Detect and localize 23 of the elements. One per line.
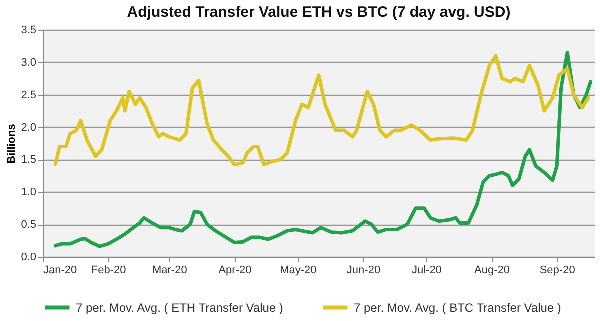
y-tick-label: 0.5: [21, 219, 36, 232]
x-tick-label: Apr-20: [218, 264, 252, 276]
y-axis-title: Billions: [6, 124, 18, 164]
x-tick-label: Aug-20: [474, 264, 510, 276]
x-tick-label: Feb-20: [91, 264, 126, 276]
x-tick-label: Jan-20: [44, 264, 78, 276]
legend-label: 7 per. Mov. Avg. ( BTC Transfer Value ): [354, 300, 562, 315]
line-series: [54, 50, 593, 248]
x-tick-label: Jun-20: [346, 264, 381, 276]
legend-label: 7 per. Mov. Avg. ( ETH Transfer Value ): [76, 300, 284, 315]
x-tick-label: Jul-20: [412, 264, 442, 276]
x-tick-label: Sep-20: [540, 264, 576, 276]
y-tick-label: 3.0: [21, 56, 36, 69]
y-tick-label: 2.0: [21, 122, 36, 134]
chart-title: Adjusted Transfer Value ETH vs BTC (7 day avg. USD): [127, 4, 511, 21]
y-tick-label: 1.0: [21, 186, 36, 199]
x-tick-label: May-20: [280, 264, 317, 276]
y-tick-label: 0.0: [21, 252, 36, 264]
line-series: [54, 54, 590, 167]
x-tick-label: Mar-20: [152, 264, 188, 276]
y-tick-label: 2.5: [21, 89, 36, 102]
y-tick-label: 1.5: [21, 154, 36, 166]
y-tick-label: 3.5: [21, 24, 36, 36]
